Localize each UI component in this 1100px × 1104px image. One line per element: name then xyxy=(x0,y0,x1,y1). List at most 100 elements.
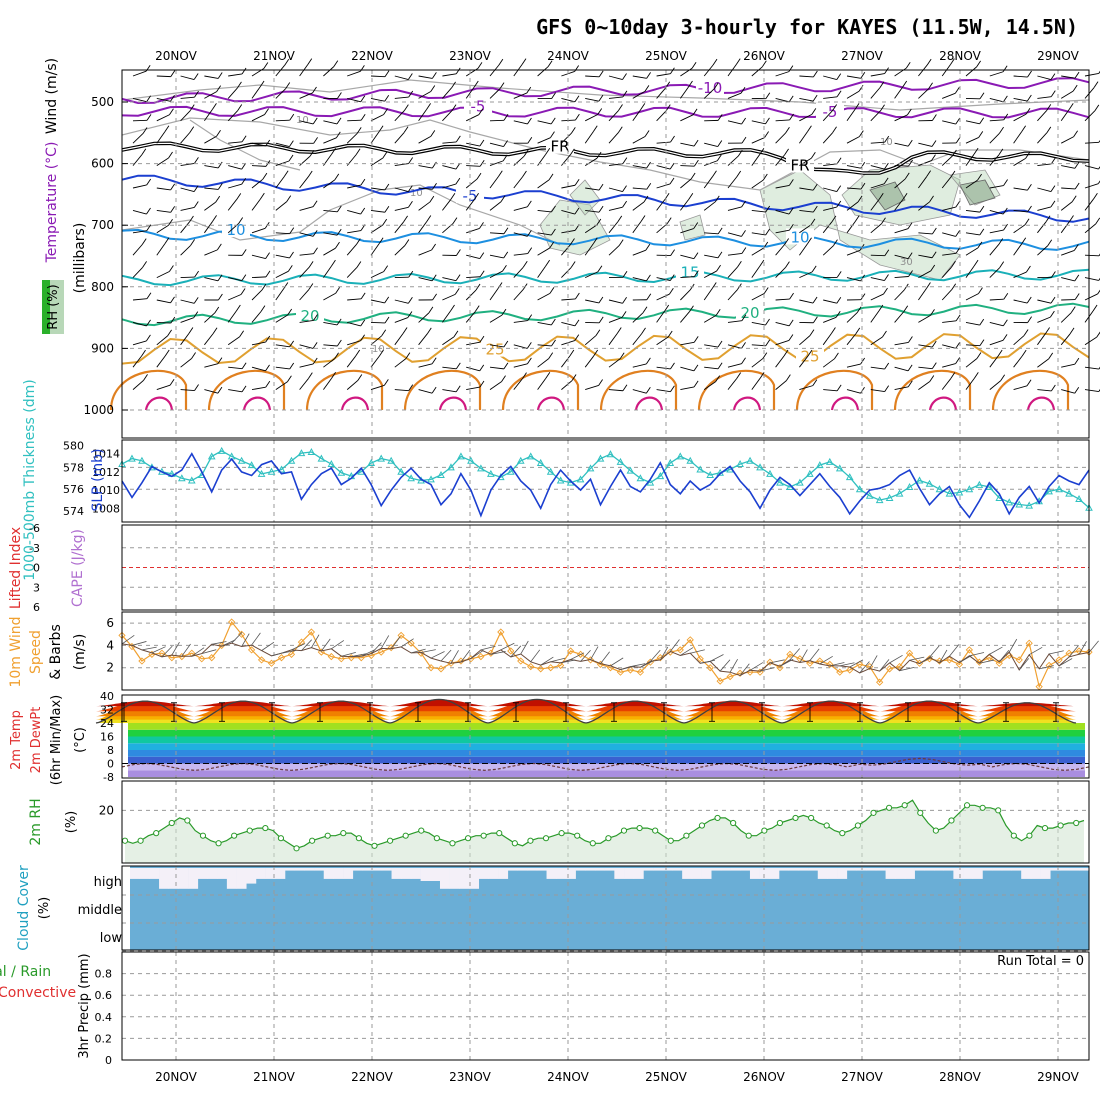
wind-barb-staff xyxy=(776,133,786,143)
wind-barb-flag xyxy=(409,158,413,164)
wind-barb-staff xyxy=(871,294,884,300)
wind-barb-flag xyxy=(142,239,146,245)
wind-barb-flag xyxy=(646,275,650,281)
wind-barb-staff xyxy=(799,300,813,303)
wind-barb-flag xyxy=(385,317,389,323)
wind-barb-staff xyxy=(1037,110,1046,120)
wind-barb-staff xyxy=(276,289,284,300)
wind-barb-staff xyxy=(966,294,978,300)
wind-barb-flag xyxy=(617,327,621,333)
wind-barb xyxy=(1085,67,1100,76)
wind-barb-flag xyxy=(1094,82,1098,88)
wind-barb-flag xyxy=(287,196,291,202)
wind-barb-staff xyxy=(252,312,261,323)
wind-barb-staff xyxy=(752,180,764,188)
wind-barb xyxy=(585,330,600,345)
wind-barb-flag xyxy=(623,297,627,303)
wind-barb-flag xyxy=(147,293,151,299)
ylabel-rh: RH (%) xyxy=(46,284,61,329)
wind-barb xyxy=(752,372,764,389)
rh-point xyxy=(871,810,876,815)
wind-barb-flag xyxy=(195,385,199,391)
isotherm--5 xyxy=(122,107,1089,118)
wind-barb-staff xyxy=(704,345,718,347)
wind-barb-staff xyxy=(585,385,598,389)
wind-barb-flag xyxy=(837,74,841,80)
wind-barb-staff xyxy=(490,233,504,234)
wind-barb xyxy=(561,114,579,121)
wind-barb-flag xyxy=(504,228,508,234)
wind-barb-flag xyxy=(266,365,270,371)
wind-barb-staff xyxy=(752,138,765,144)
temp-band xyxy=(128,757,1085,764)
wind-barb-flag xyxy=(1069,216,1073,222)
cloud-high-clear xyxy=(711,868,721,871)
wind-barb-flag xyxy=(452,82,456,88)
wind-barb xyxy=(633,244,650,255)
wind-barb xyxy=(514,59,526,76)
wind-barb xyxy=(442,68,460,76)
wind-barb xyxy=(918,59,931,76)
wind-barb xyxy=(704,141,722,147)
wind-barb-flag xyxy=(284,283,288,289)
cloud-high-clear xyxy=(634,868,644,879)
wind-barb-staff xyxy=(1037,246,1047,255)
wind-barb-staff xyxy=(728,253,742,255)
wind-barb-staff xyxy=(157,225,169,233)
wind-barb xyxy=(609,240,623,256)
wind-barb-staff xyxy=(799,132,807,143)
wind-barb-staff xyxy=(847,166,861,169)
wind-barb-flag xyxy=(980,340,984,346)
wind-barb-flag xyxy=(1073,85,1077,91)
wind-barb-flag xyxy=(831,327,835,333)
wind-barb xyxy=(680,81,692,98)
wind-barb xyxy=(133,335,150,345)
wind-barb-staff xyxy=(871,74,885,76)
wind-barb-staff xyxy=(181,390,195,391)
wind-barb-flag xyxy=(265,109,269,115)
wind-barb xyxy=(1014,184,1032,190)
wind-barb-flag xyxy=(242,249,246,255)
temp-tick: -8 xyxy=(103,771,114,784)
cloud-high-clear xyxy=(837,868,847,879)
temp-hump-layer xyxy=(194,701,292,706)
wind-barb-flag xyxy=(404,127,408,133)
wind-barb xyxy=(895,140,913,146)
wind-barb-flag xyxy=(884,275,888,281)
cloud-high-clear xyxy=(944,868,954,871)
wind-barb xyxy=(752,93,770,99)
wind-barb-staff xyxy=(204,76,218,78)
temp-tick: 0 xyxy=(107,758,114,771)
wind-barb xyxy=(942,358,960,368)
date-label-bottom: 21NOV xyxy=(253,1070,295,1084)
wind-barb-flag xyxy=(813,297,817,303)
wind-barb-staff xyxy=(395,222,404,233)
cloud-high-clear xyxy=(963,868,973,879)
wind10m-panel: 246 xyxy=(106,612,1098,690)
wind-barb-flag xyxy=(527,342,531,348)
wind-barb-staff xyxy=(680,367,694,371)
wind-barb xyxy=(371,297,389,303)
rh-point xyxy=(699,823,704,828)
wind-barb-flag xyxy=(171,184,175,190)
wind-barb-staff xyxy=(1061,278,1075,281)
wind-barb-staff xyxy=(823,246,833,256)
wind-barb-staff xyxy=(252,277,266,278)
wind-barb-staff xyxy=(823,333,831,344)
wind-barb-staff xyxy=(1014,356,1023,367)
wind-barb xyxy=(823,385,841,391)
rh-point xyxy=(1042,825,1047,830)
rh-contour-label: 10 xyxy=(372,344,385,355)
wind-barb xyxy=(157,184,175,190)
cloud-high-clear xyxy=(188,868,198,889)
wind-barb-staff xyxy=(1085,224,1096,233)
cloud-high-clear xyxy=(973,868,983,879)
wind-barb-flag xyxy=(718,252,722,258)
rh-point xyxy=(653,828,658,833)
wind-barb-flag xyxy=(1027,95,1031,101)
wind10m-barb xyxy=(730,659,738,672)
wind-barb xyxy=(728,171,741,188)
ylabel-cloud-unit: (%) xyxy=(37,897,52,920)
rh-shade xyxy=(680,215,705,240)
